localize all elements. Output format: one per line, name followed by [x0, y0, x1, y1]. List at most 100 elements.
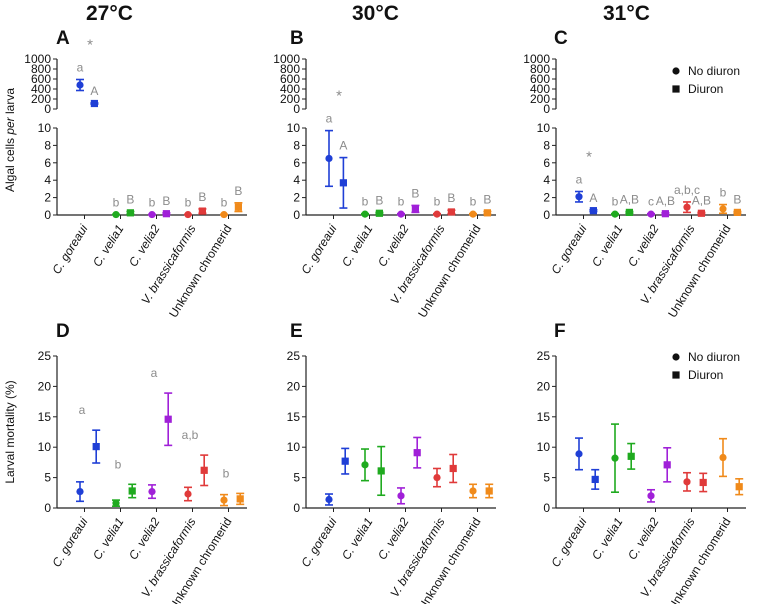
panel-C-point — [611, 210, 619, 218]
panel-F-x-label: C. goreaui — [548, 515, 589, 570]
panel-A-upper-y-tick-label: 400 — [31, 82, 51, 96]
panel-F-y-tick-label: 10 — [537, 440, 551, 454]
panel-D-x-label: C. velia2 — [126, 515, 163, 562]
panel-E-x-label: C. velia1 — [339, 515, 376, 562]
panel-A-lower-y-tick-label: 10 — [38, 121, 52, 135]
panel-C-x-label: C. velia1 — [589, 222, 626, 269]
panel-A-x-label: C. goreaui — [49, 222, 90, 277]
panel-B-sig-label: B — [411, 186, 419, 200]
panel-E-point — [485, 487, 493, 495]
panel-D-y-tick-label: 10 — [38, 440, 52, 454]
panel-B-lower-y-tick-label: 8 — [293, 138, 300, 152]
panel-A-point — [126, 209, 134, 217]
panel-F-x-label: C. velia2 — [625, 515, 662, 562]
panel-A-upper-y-tick-label: 1000 — [24, 52, 51, 66]
panel-A-lower-y-tick-label: 4 — [44, 173, 51, 187]
panel-C-sig-label: A — [589, 191, 597, 205]
panel-C-upper-y-tick-label: 1000 — [523, 52, 550, 66]
panel-C-point — [719, 205, 727, 213]
panel-D-point — [164, 415, 172, 423]
panel-F-point — [699, 478, 707, 487]
panel-B-lower-y-tick-label: 4 — [293, 173, 300, 187]
panel-D-point — [200, 466, 208, 474]
panel-E-point — [341, 457, 349, 465]
panel-B-upper-y-tick-label: 800 — [280, 62, 300, 76]
panel-C-sig-label: A,B — [620, 193, 639, 207]
panel-A-letter: A — [56, 28, 70, 49]
panel-B-upper-y-tick-label: 0 — [293, 102, 300, 116]
panel-B-upper-y-tick-label: 400 — [280, 82, 300, 96]
panel-F-y-tick-label: 0 — [543, 501, 550, 515]
panel-D-point — [128, 487, 136, 495]
panel-B-lower-y-tick-label: 0 — [293, 208, 300, 222]
panel-C-upper-y-tick-label: 600 — [530, 72, 550, 86]
panel-A-sig-label: B — [162, 194, 170, 208]
panel-C-sig-label: A,B — [656, 194, 675, 208]
panel-C-legend-square — [672, 85, 680, 93]
panel-D-point — [236, 495, 244, 503]
panel-A-x-label: C. velia1 — [90, 222, 127, 269]
temperature-heading-31: 31°C — [603, 2, 650, 25]
panel-A-lower-y-tick-label: 0 — [44, 208, 51, 222]
panel-F-point — [663, 461, 671, 469]
panel-C-legend-no-diuron: No diuron — [688, 64, 740, 78]
panel-F-x-label: Unknown chromerid — [665, 515, 733, 604]
panel-C-upper-y-tick-label: 200 — [530, 92, 550, 106]
panel-B-lower-y-tick-label: 10 — [287, 121, 301, 135]
panel-A-point — [162, 210, 170, 218]
temperature-heading-27: 27°C — [86, 2, 133, 25]
panel-D-sig-label: a — [79, 403, 86, 417]
panel-C-asterisk: * — [586, 149, 592, 166]
panel-F-point — [683, 478, 691, 486]
panel-B-asterisk: * — [336, 88, 342, 105]
panel-A-sig-label: B — [126, 193, 134, 207]
panel-C-point — [733, 208, 741, 216]
panel-C-lower-y-tick-label: 10 — [537, 121, 551, 135]
panel-C-point — [661, 210, 669, 218]
panel-B-point — [375, 209, 383, 217]
panel-F-letter: F — [554, 321, 566, 342]
panel-B-point — [361, 210, 369, 218]
panel-A-point — [76, 81, 84, 89]
panel-D-point — [76, 487, 84, 496]
panel-E-y-tick-label: 5 — [293, 471, 300, 485]
panel-C-upper-y-tick-label: 400 — [530, 82, 550, 96]
panel-C-point — [697, 209, 705, 217]
panel-E-point — [397, 492, 405, 500]
panel-C-letter: C — [554, 28, 568, 49]
panel-F-point — [591, 475, 599, 484]
panel-B-sig-label: B — [447, 191, 455, 205]
panel-C-x-label: C. goreaui — [548, 222, 589, 277]
panel-A-sig-label: b — [113, 195, 120, 209]
panel-F-legend-diuron: Diuron — [688, 368, 723, 382]
panel-B-sig-label: b — [362, 195, 369, 209]
panel-E-point — [325, 495, 333, 504]
panel-D-letter: D — [56, 321, 70, 342]
panel-E-y-tick-label: 25 — [287, 349, 301, 363]
panel-C-sig-label: a — [576, 173, 583, 187]
panel-E-letter: E — [290, 321, 303, 342]
panel-C-legend-diuron: Diuron — [688, 82, 723, 96]
panel-C-point — [589, 207, 597, 215]
panel-C-lower-y-tick-label: 2 — [543, 191, 550, 205]
panel-B-sig-label: a — [326, 112, 333, 126]
panel-F-y-tick-label: 15 — [537, 410, 551, 424]
panel-F-x-label: C. velia1 — [589, 515, 626, 562]
panel-C-sig-label: b — [720, 186, 727, 200]
panel-F-point — [627, 452, 635, 460]
panel-F-point — [735, 483, 743, 491]
panel-B-sig-label: A — [339, 139, 347, 153]
panel-C-legend-circle — [672, 67, 680, 75]
panel-A-point — [220, 210, 228, 219]
panel-B-x-label: C. velia1 — [339, 222, 376, 269]
panel-B-point — [469, 210, 477, 218]
panel-A-x-label: C. velia2 — [126, 222, 163, 269]
panel-B-point — [483, 209, 491, 217]
panel-E-point — [433, 474, 441, 482]
panel-A-y-label: Algal cells per larva — [3, 88, 17, 192]
panel-A-upper-y-tick-label: 200 — [31, 92, 51, 106]
panel-D-sig-label: a,b — [182, 428, 199, 442]
panel-A-point — [198, 207, 206, 215]
panel-B-sig-label: b — [434, 195, 441, 209]
